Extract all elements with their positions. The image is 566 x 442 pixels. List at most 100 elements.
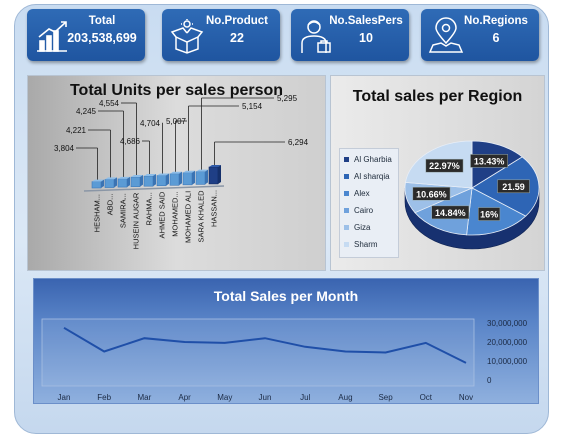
x-tick-label: AHMED SAID — [158, 191, 167, 238]
legend-label: Al sharqia — [354, 172, 390, 181]
bar-data-label: 4,704 — [140, 119, 161, 128]
salesperson-icon — [301, 20, 331, 53]
bar-side — [166, 173, 169, 186]
x-tick-label: ABD... — [106, 194, 115, 216]
bar-data-label: 4,686 — [120, 137, 141, 146]
legend-item: Alex — [344, 189, 370, 198]
series-line — [63, 326, 467, 364]
x-tick-label: Jul — [300, 393, 310, 402]
x-tick-label: Feb — [97, 393, 111, 402]
x-tick-label: HUSEIN AUGAR — [132, 192, 141, 249]
pie-data-label: 14.84% — [435, 208, 466, 218]
kpi-products-value: 22 — [230, 31, 244, 45]
bar-side — [218, 164, 221, 184]
bar-side — [101, 179, 104, 188]
bar — [117, 178, 128, 188]
bar — [195, 171, 206, 185]
bar — [143, 175, 154, 187]
x-tick-label: Oct — [420, 393, 433, 402]
legend-label: Alex — [354, 189, 370, 198]
pie-data-label-box — [431, 205, 470, 220]
x-tick-label: SARA KHALED — [197, 190, 206, 243]
x-tick-label: Apr — [178, 393, 191, 402]
units-bar-chart: 3,804 HESHAM... 4,221 ABD... 4,245 SAMIRA... 4… — [54, 94, 309, 249]
x-tick-label: HESHAM... — [93, 194, 102, 232]
x-tick-label: Jun — [259, 393, 272, 402]
month-chart-title: Total Sales per Month — [213, 288, 359, 304]
kpi-regions-value: 6 — [492, 31, 500, 45]
pie-data-label-box — [470, 154, 508, 168]
bar — [130, 176, 141, 187]
bar-top — [157, 173, 169, 176]
chart-growth-icon — [37, 21, 67, 52]
region-legend: Al Gharbia Al sharqia Alex Cairo Giza Sh… — [339, 148, 399, 258]
kpi-salespersons-label: No.SalesPers — [329, 15, 403, 27]
pie-data-label: 10.66% — [416, 189, 447, 199]
kpi-card-salespersons: No.SalesPers 10 — [291, 9, 409, 61]
bar-data-label: 5,007 — [166, 117, 187, 126]
y-tick-label: 30,000,000 — [487, 319, 528, 328]
pie-data-label-box — [497, 179, 530, 194]
legend-item: Giza — [344, 223, 370, 232]
legend-item: Sharm — [344, 240, 378, 249]
legend-label: Al Gharbia — [354, 155, 392, 164]
kpi-card-products: No.Product 22 — [162, 9, 280, 61]
bar-top — [105, 177, 117, 180]
legend-label: Giza — [354, 223, 371, 232]
x-tick-label: May — [217, 393, 232, 402]
bar-side — [205, 169, 208, 185]
bar — [156, 175, 167, 187]
bar-top — [196, 169, 208, 172]
kpi-card-total: Total 203,538,699 — [27, 9, 145, 61]
bar — [182, 172, 193, 186]
y-tick-label: 20,000,000 — [487, 338, 528, 347]
bar-top — [170, 171, 182, 174]
bar-side — [114, 177, 117, 188]
kpi-products-label: No.Product — [206, 15, 268, 27]
x-tick-label: Jan — [58, 393, 71, 402]
kpi-regions-label: No.Regions — [464, 15, 528, 27]
bar — [208, 166, 219, 185]
pie-data-label: 22.97% — [429, 161, 460, 171]
kpi-salespersons-value: 10 — [359, 31, 373, 45]
x-tick-label: Aug — [338, 393, 352, 402]
bar-top — [118, 176, 130, 179]
bar-data-label: 6,294 — [288, 138, 309, 147]
sales-per-region-panel: Total sales per Region Al Gharbia Al sha… — [330, 75, 545, 271]
legend-label: Sharm — [354, 240, 378, 249]
bar-side — [127, 176, 130, 188]
pie-data-label-box — [478, 207, 501, 221]
pie-data-label: 13.43% — [474, 156, 505, 166]
pie-data-label-box — [412, 187, 451, 201]
bar-side — [153, 174, 156, 187]
y-tick-label: 0 — [487, 376, 492, 385]
plot-area — [41, 318, 475, 387]
x-tick-label: Mar — [138, 393, 152, 402]
bar-side — [192, 170, 195, 185]
pie-data-label: 16% — [480, 210, 498, 220]
bar-side — [140, 175, 143, 187]
bar-top — [209, 164, 221, 167]
bar-data-label: 4,554 — [99, 99, 120, 108]
legend-item: Al Gharbia — [344, 155, 392, 164]
bar — [91, 181, 102, 189]
kpi-total-label: Total — [88, 15, 116, 27]
map-pin-icon — [428, 17, 464, 53]
bar — [169, 173, 180, 186]
x-tick-label: MOHAMED ALI — [184, 191, 193, 243]
bar — [104, 179, 115, 188]
legend-item: Al sharqia — [344, 172, 390, 181]
kpi-total-value: 203,538,699 — [67, 31, 137, 45]
bar-data-label: 3,804 — [54, 144, 75, 153]
bar-data-label: 4,245 — [76, 107, 97, 116]
bar-top — [183, 170, 195, 173]
pie-data-label: 21.59 — [502, 182, 525, 192]
x-tick-label: SAMIRA... — [119, 193, 128, 228]
monthly-sales-line-chart: Jan Feb Mar Apr May Jun Jul Aug Sep Oct Nov 30,000,… — [41, 318, 528, 402]
bar-data-label: 5,295 — [277, 94, 298, 103]
bar-side — [179, 171, 182, 186]
bar-baseline — [83, 185, 225, 192]
region-chart-title: Total sales per Region — [352, 88, 523, 105]
pie-data-label-box — [425, 158, 464, 173]
x-tick-label: HASSAN... — [210, 190, 219, 227]
